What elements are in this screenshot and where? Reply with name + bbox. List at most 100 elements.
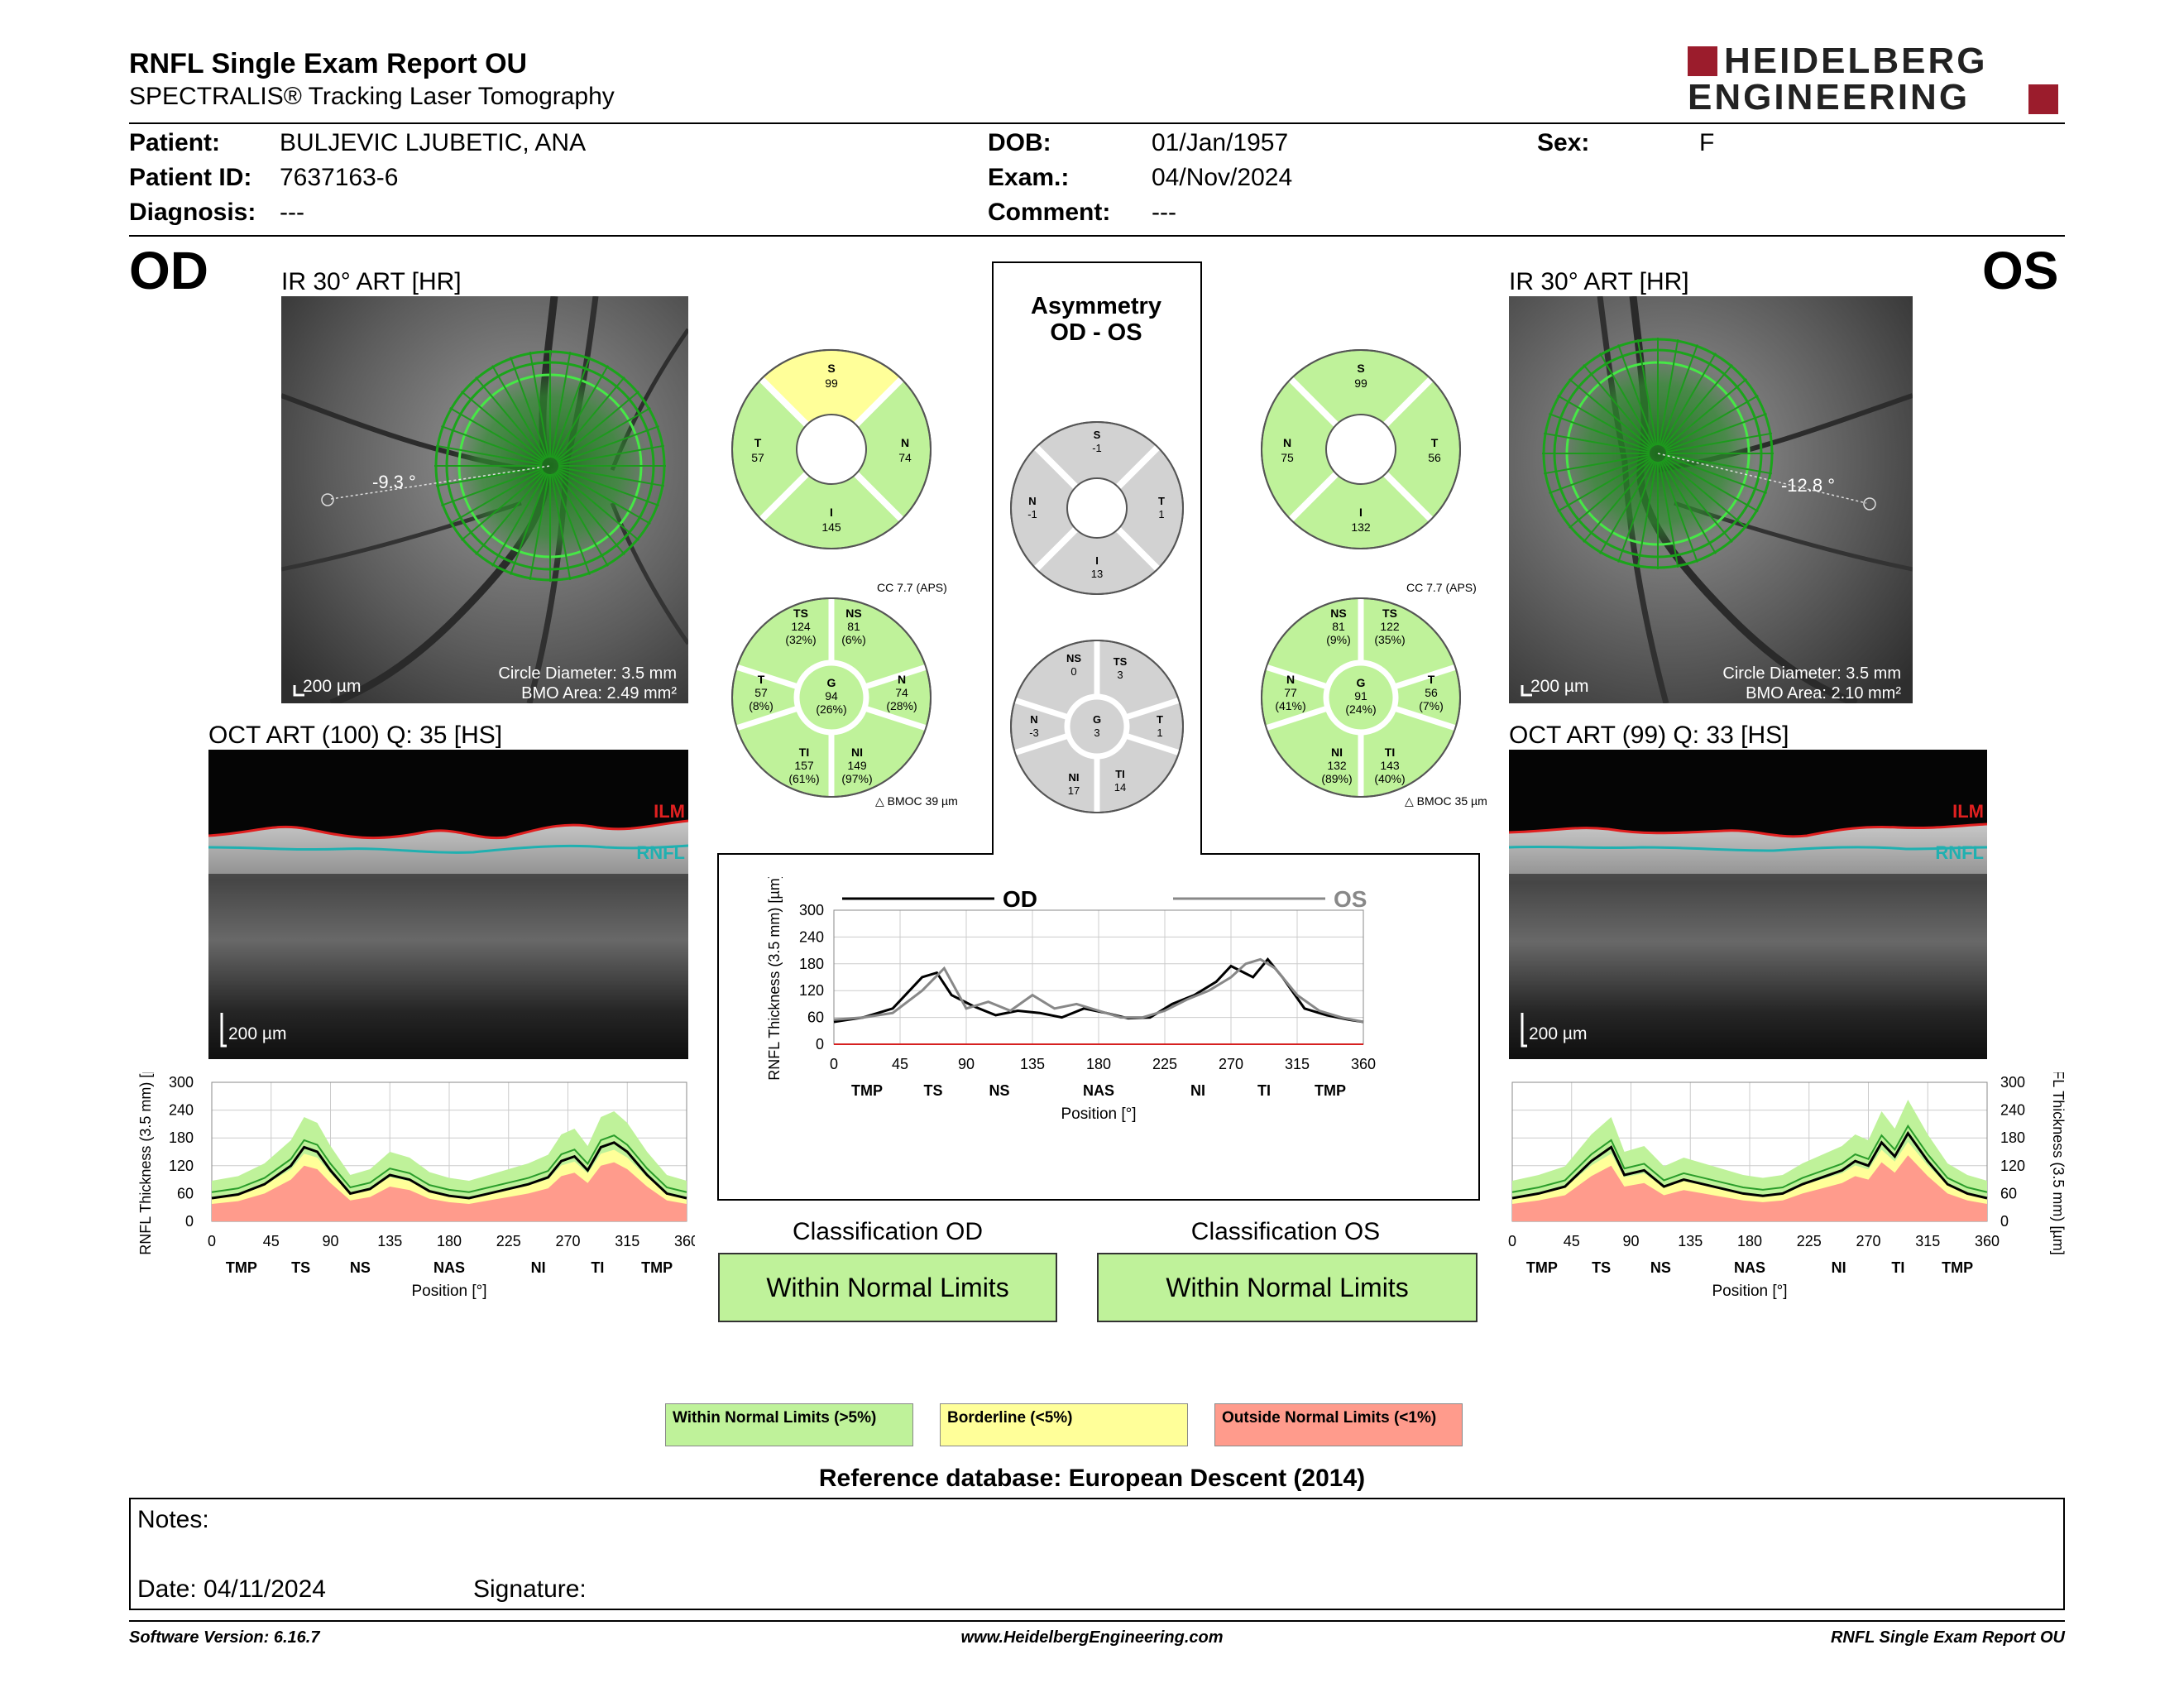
svg-text:N: N	[901, 436, 909, 449]
scan-spoke	[1557, 395, 1651, 450]
scan-spoke	[552, 357, 591, 458]
region-label: TMP	[851, 1082, 883, 1099]
x-tick-label: 225	[496, 1233, 521, 1249]
notes-label: Notes:	[137, 1506, 209, 1533]
os-bmoc-label: △ BMOC 35 µm	[1405, 794, 1487, 808]
comment-value: ---	[1152, 199, 1176, 226]
scan-spoke	[475, 376, 546, 460]
x-tick-label: 360	[674, 1233, 695, 1249]
reference-database: Reference database: European Descent (20…	[818, 1465, 1366, 1492]
os-s-g-p: (24%)	[1345, 703, 1376, 716]
thickness-line	[1511, 1130, 1988, 1200]
os-ir-scale: 200 µm	[1530, 677, 1588, 696]
asymmetry-frame	[717, 261, 1480, 1201]
asymmetry-subtitle: OD - OS	[1050, 319, 1142, 346]
svg-text:I: I	[1359, 506, 1363, 519]
x-tick-label: 180	[1737, 1233, 1762, 1249]
legend-borderline: Borderline (<5%)	[940, 1403, 1188, 1446]
region-label: TS	[923, 1082, 942, 1099]
x-tick-label: 315	[1285, 1056, 1310, 1072]
svg-text:TI: TI	[1385, 746, 1395, 759]
scan-spoke	[461, 470, 544, 541]
y-tick-label: 60	[807, 1009, 824, 1026]
header-rule	[129, 122, 2065, 124]
svg-text:N: N	[1286, 673, 1295, 686]
svg-text:N: N	[898, 673, 906, 686]
od-s-g-p: (26%)	[816, 703, 846, 716]
os-s-n-p: (41%)	[1275, 699, 1305, 712]
footer-report: RNFL Single Exam Report OU	[1830, 1628, 2065, 1647]
y-tick-label: 180	[169, 1129, 194, 1146]
x-tick-label: 270	[555, 1233, 580, 1249]
scan-spoke	[557, 469, 651, 525]
od-cc-label: CC 7.7 (APS)	[877, 581, 947, 594]
scan-spoke	[1549, 413, 1650, 452]
scan-spoke	[558, 466, 665, 487]
scan-spoke	[491, 472, 547, 567]
x-tick-label: 270	[1219, 1056, 1243, 1072]
od-rnfl-label: RNFL	[636, 842, 685, 863]
outside-band	[212, 1162, 687, 1221]
scan-spoke	[1636, 461, 1658, 568]
y-tick-label: 240	[799, 928, 824, 945]
region-label: NS	[350, 1259, 371, 1276]
x-tick-label: 90	[1622, 1233, 1639, 1249]
x-tick-label: 270	[1856, 1233, 1880, 1249]
scan-spoke	[1664, 457, 1759, 512]
scan-spoke	[441, 425, 543, 464]
os-q-t: 56	[1428, 451, 1441, 464]
scan-spoke	[1617, 461, 1656, 563]
x-tick-label: 180	[1086, 1056, 1111, 1072]
asymmetry-profile-chart: 0 60 120 180 240 300 0 45 90 135 180 225 270 315 360 TM…	[766, 877, 1376, 1123]
svg-text:G: G	[1357, 676, 1366, 689]
scan-spoke	[1557, 457, 1651, 512]
scan-spoke	[1660, 344, 1698, 446]
asymmetry-title: Asymmetry	[1031, 293, 1161, 319]
report-subtitle: SPECTRALIS® Tracking Laser Tomography	[129, 83, 615, 110]
x-tick-label: 360	[1351, 1056, 1376, 1072]
delta-icon: △	[1405, 794, 1414, 808]
os-quadrant-chart: S 99 N 75 T 56 I 132	[1261, 349, 1461, 549]
region-label: TMP	[1526, 1259, 1558, 1276]
y-tick-label: 0	[185, 1213, 194, 1230]
x-tick-label: 0	[208, 1233, 216, 1249]
os-ilm-label: ILM	[1952, 801, 1984, 822]
y-tick-label: 120	[169, 1158, 194, 1174]
scan-spoke	[550, 351, 572, 458]
scan-spoke	[556, 470, 639, 541]
patient-name: BULJEVIC LJUBETIC, ANA	[280, 129, 587, 156]
region-label: TMP	[1942, 1259, 1973, 1276]
scan-spoke	[553, 365, 609, 459]
diagnosis-value: ---	[280, 199, 304, 226]
svg-text:S: S	[1357, 362, 1364, 375]
scan-spoke	[554, 472, 625, 555]
od-bmoc-label: △ BMOC 39 µm	[875, 794, 958, 808]
y-tick-label: 240	[2000, 1102, 2025, 1119]
region-label: NI	[531, 1259, 546, 1276]
svg-text:G: G	[827, 676, 836, 689]
os-oct-image: ILM RNFL 200 µm	[1509, 750, 1987, 1059]
os-s-ns-p: (9%)	[1326, 633, 1351, 646]
scan-spoke	[1599, 352, 1655, 447]
os-s-ts-v: 122	[1380, 620, 1400, 633]
patient-label: Patient:	[129, 129, 221, 156]
od-s-ts-p: (32%)	[785, 633, 816, 646]
od-bmoc-value: BMOC 39 µm	[887, 794, 958, 808]
region-label: NAS	[1734, 1259, 1765, 1276]
svg-text:TI: TI	[1115, 768, 1125, 780]
scan-spoke	[529, 473, 550, 581]
patient-id: 7637163-6	[280, 164, 399, 191]
scan-spoke	[529, 351, 550, 458]
normative-mean-line	[1511, 1124, 1988, 1193]
os-s-t-p: (7%)	[1419, 699, 1444, 712]
region-label: TI	[1257, 1082, 1271, 1099]
y-axis-label: RNFL Thickness (3.5 mm) [µm]	[766, 877, 783, 1081]
od-ir-caption: IR 30° ART [HR]	[281, 268, 462, 295]
os-bmo-area: BMO Area: 2.10 mm²	[1746, 684, 1901, 703]
os-q-n: 75	[1281, 451, 1294, 464]
info-rule	[129, 235, 2065, 237]
scan-spoke	[461, 391, 544, 462]
od-s-t-v: 57	[754, 686, 768, 699]
legend-od-label: OD	[1003, 886, 1037, 912]
